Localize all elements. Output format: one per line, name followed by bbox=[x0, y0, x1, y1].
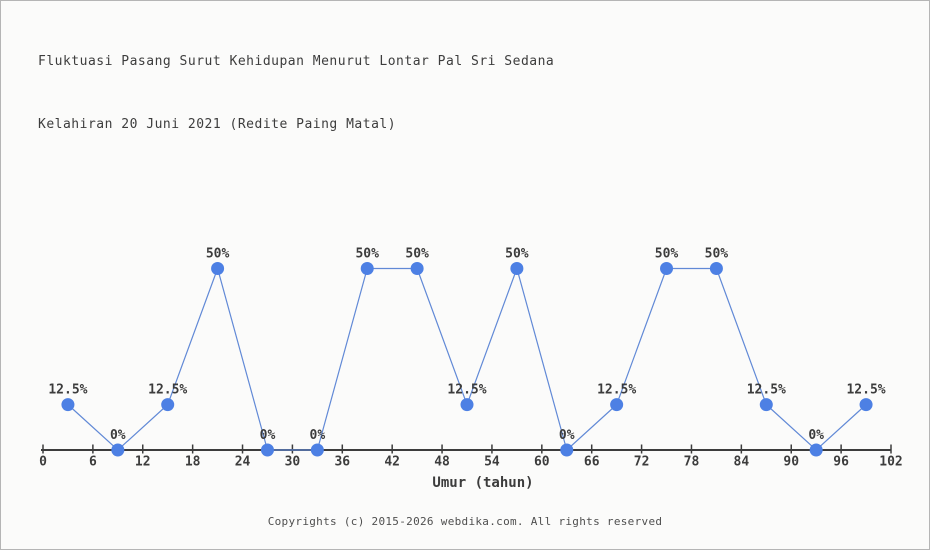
x-tick-label: 42 bbox=[384, 455, 400, 470]
data-point-label: 0% bbox=[310, 428, 326, 443]
data-point-marker bbox=[709, 262, 723, 275]
x-tick-label: 30 bbox=[285, 455, 301, 470]
data-point-marker bbox=[410, 262, 424, 275]
data-point-label: 0% bbox=[260, 428, 276, 443]
x-tick-label: 84 bbox=[734, 455, 750, 470]
data-point-marker bbox=[510, 262, 524, 275]
x-axis-label: Umur (tahun) bbox=[432, 475, 533, 491]
chart-title-line1: Fluktuasi Pasang Surut Kehidupan Menurut… bbox=[38, 54, 555, 69]
chart-title: Fluktuasi Pasang Surut Kehidupan Menurut… bbox=[38, 9, 554, 177]
data-point-label: 50% bbox=[206, 247, 230, 262]
x-tick-label: 48 bbox=[434, 455, 450, 470]
data-point-marker bbox=[310, 443, 324, 457]
data-point-label: 12.5% bbox=[597, 383, 636, 398]
data-point-marker bbox=[161, 398, 175, 412]
data-point-label: 50% bbox=[505, 247, 529, 262]
chart-title-line2: Kelahiran 20 Juni 2021 (Redite Paing Mat… bbox=[38, 117, 397, 132]
data-point-marker bbox=[260, 443, 274, 457]
data-point-label: 0% bbox=[808, 428, 824, 443]
copyright-footer: Copyrights (c) 2015-2026 webdika.com. Al… bbox=[267, 515, 663, 528]
data-point-label: 12.5% bbox=[447, 383, 486, 398]
data-point-marker bbox=[111, 443, 125, 457]
data-point-marker bbox=[859, 398, 873, 412]
data-point-label: 12.5% bbox=[846, 383, 885, 398]
x-tick-label: 78 bbox=[684, 455, 700, 470]
data-point-marker bbox=[560, 443, 574, 457]
x-tick-label: 60 bbox=[534, 455, 550, 470]
data-point-label: 12.5% bbox=[747, 383, 786, 398]
data-point-marker bbox=[360, 262, 374, 275]
data-point-marker bbox=[759, 398, 773, 412]
data-point-label: 12.5% bbox=[148, 383, 187, 398]
data-point-label: 50% bbox=[355, 247, 379, 262]
x-tick-label: 0 bbox=[39, 455, 47, 470]
chart-area: 0 6 12 18 24 30 36 42 48 54 60 66 72 78 84 90 96 102 12.5%… bbox=[39, 247, 903, 470]
x-tick-label: 72 bbox=[634, 455, 650, 470]
data-point-marker bbox=[610, 398, 624, 412]
x-tick-label: 6 bbox=[89, 455, 97, 470]
data-point-label: 0% bbox=[559, 428, 575, 443]
x-tick-label: 66 bbox=[584, 455, 600, 470]
series-line bbox=[67, 266, 867, 452]
x-tick-label: 12 bbox=[135, 455, 151, 470]
data-point-marker bbox=[211, 262, 225, 275]
data-point-label: 50% bbox=[705, 247, 729, 262]
data-point-label: 12.5% bbox=[48, 383, 87, 398]
data-point-marker bbox=[61, 398, 75, 412]
x-tick-label: 102 bbox=[879, 455, 902, 470]
x-tick-label: 90 bbox=[783, 455, 799, 470]
data-point-label: 50% bbox=[655, 247, 679, 262]
data-point-marker bbox=[809, 443, 823, 457]
x-tick-label: 36 bbox=[334, 455, 350, 470]
data-point-label: 50% bbox=[405, 247, 429, 262]
x-tick-label: 18 bbox=[185, 455, 201, 470]
data-point-marker bbox=[460, 398, 474, 412]
x-tick-label: 54 bbox=[484, 455, 500, 470]
data-point-label: 0% bbox=[110, 428, 126, 443]
x-tick-label: 24 bbox=[235, 455, 251, 470]
x-tick-label: 96 bbox=[833, 455, 849, 470]
data-point-marker bbox=[660, 262, 674, 275]
